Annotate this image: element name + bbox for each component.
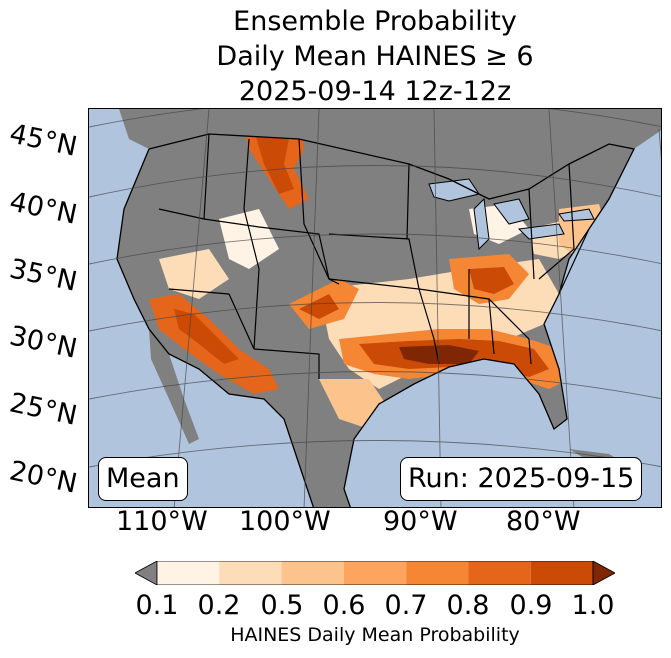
- colorbar-tick-1.0: 1.0: [571, 590, 615, 621]
- baja-land: [149, 329, 199, 444]
- colorbar-tick-0.2: 0.2: [197, 590, 241, 621]
- colorbar-under-arrow: [135, 561, 158, 585]
- colorbar-bin-4: [343, 561, 407, 585]
- lat-label-35n: 35°N: [6, 253, 80, 298]
- map-title-line-2: Daily Mean HAINES ≥ 6: [216, 41, 534, 72]
- colorbar-bin-2: [219, 561, 282, 585]
- colorbar-bin-6: [468, 561, 531, 585]
- lat-label-25n: 25°N: [6, 387, 80, 432]
- probability-map: [88, 108, 662, 508]
- colorbar-label: HAINES Daily Mean Probability: [230, 624, 520, 646]
- colorbar-tick-0.9: 0.9: [509, 590, 553, 621]
- lat-label-20n: 20°N: [6, 455, 80, 500]
- colorbar-tick-0.6: 0.6: [322, 590, 366, 621]
- lat-label-45n: 45°N: [6, 118, 80, 163]
- canada-land: [89, 109, 661, 199]
- colorbar-tick-0.1: 0.1: [135, 590, 179, 621]
- colorbar-over-arrow: [592, 561, 615, 585]
- map-title-line-3: 2025-09-14 12z-12z: [238, 76, 512, 107]
- colorbar-bin-3: [281, 561, 344, 585]
- graticule: [89, 109, 661, 507]
- colorbar: [135, 561, 615, 585]
- map-canvas: [89, 109, 661, 507]
- lon-label-100w: 100°W: [239, 506, 331, 537]
- map-title-line-1: Ensemble Probability: [233, 6, 517, 37]
- colorbar-bin-1: [157, 561, 220, 585]
- lon-label-90w: 90°W: [383, 506, 458, 537]
- colorbar-tick-0.8: 0.8: [446, 590, 490, 621]
- colorbar-tick-0.5: 0.5: [260, 590, 304, 621]
- colorbar-bin-7: [530, 561, 593, 585]
- coastline: [116, 133, 635, 507]
- lat-label-30n: 30°N: [6, 320, 80, 365]
- lon-label-110w: 110°W: [116, 506, 208, 537]
- mean-label-box: Mean: [98, 457, 188, 501]
- colorbar-bin-5: [406, 561, 469, 585]
- lat-label-40n: 40°N: [6, 186, 80, 231]
- colorbar-tick-0.7: 0.7: [384, 590, 428, 621]
- run-date-box: Run: 2025-09-15: [400, 457, 643, 501]
- lon-label-80w: 80°W: [506, 506, 581, 537]
